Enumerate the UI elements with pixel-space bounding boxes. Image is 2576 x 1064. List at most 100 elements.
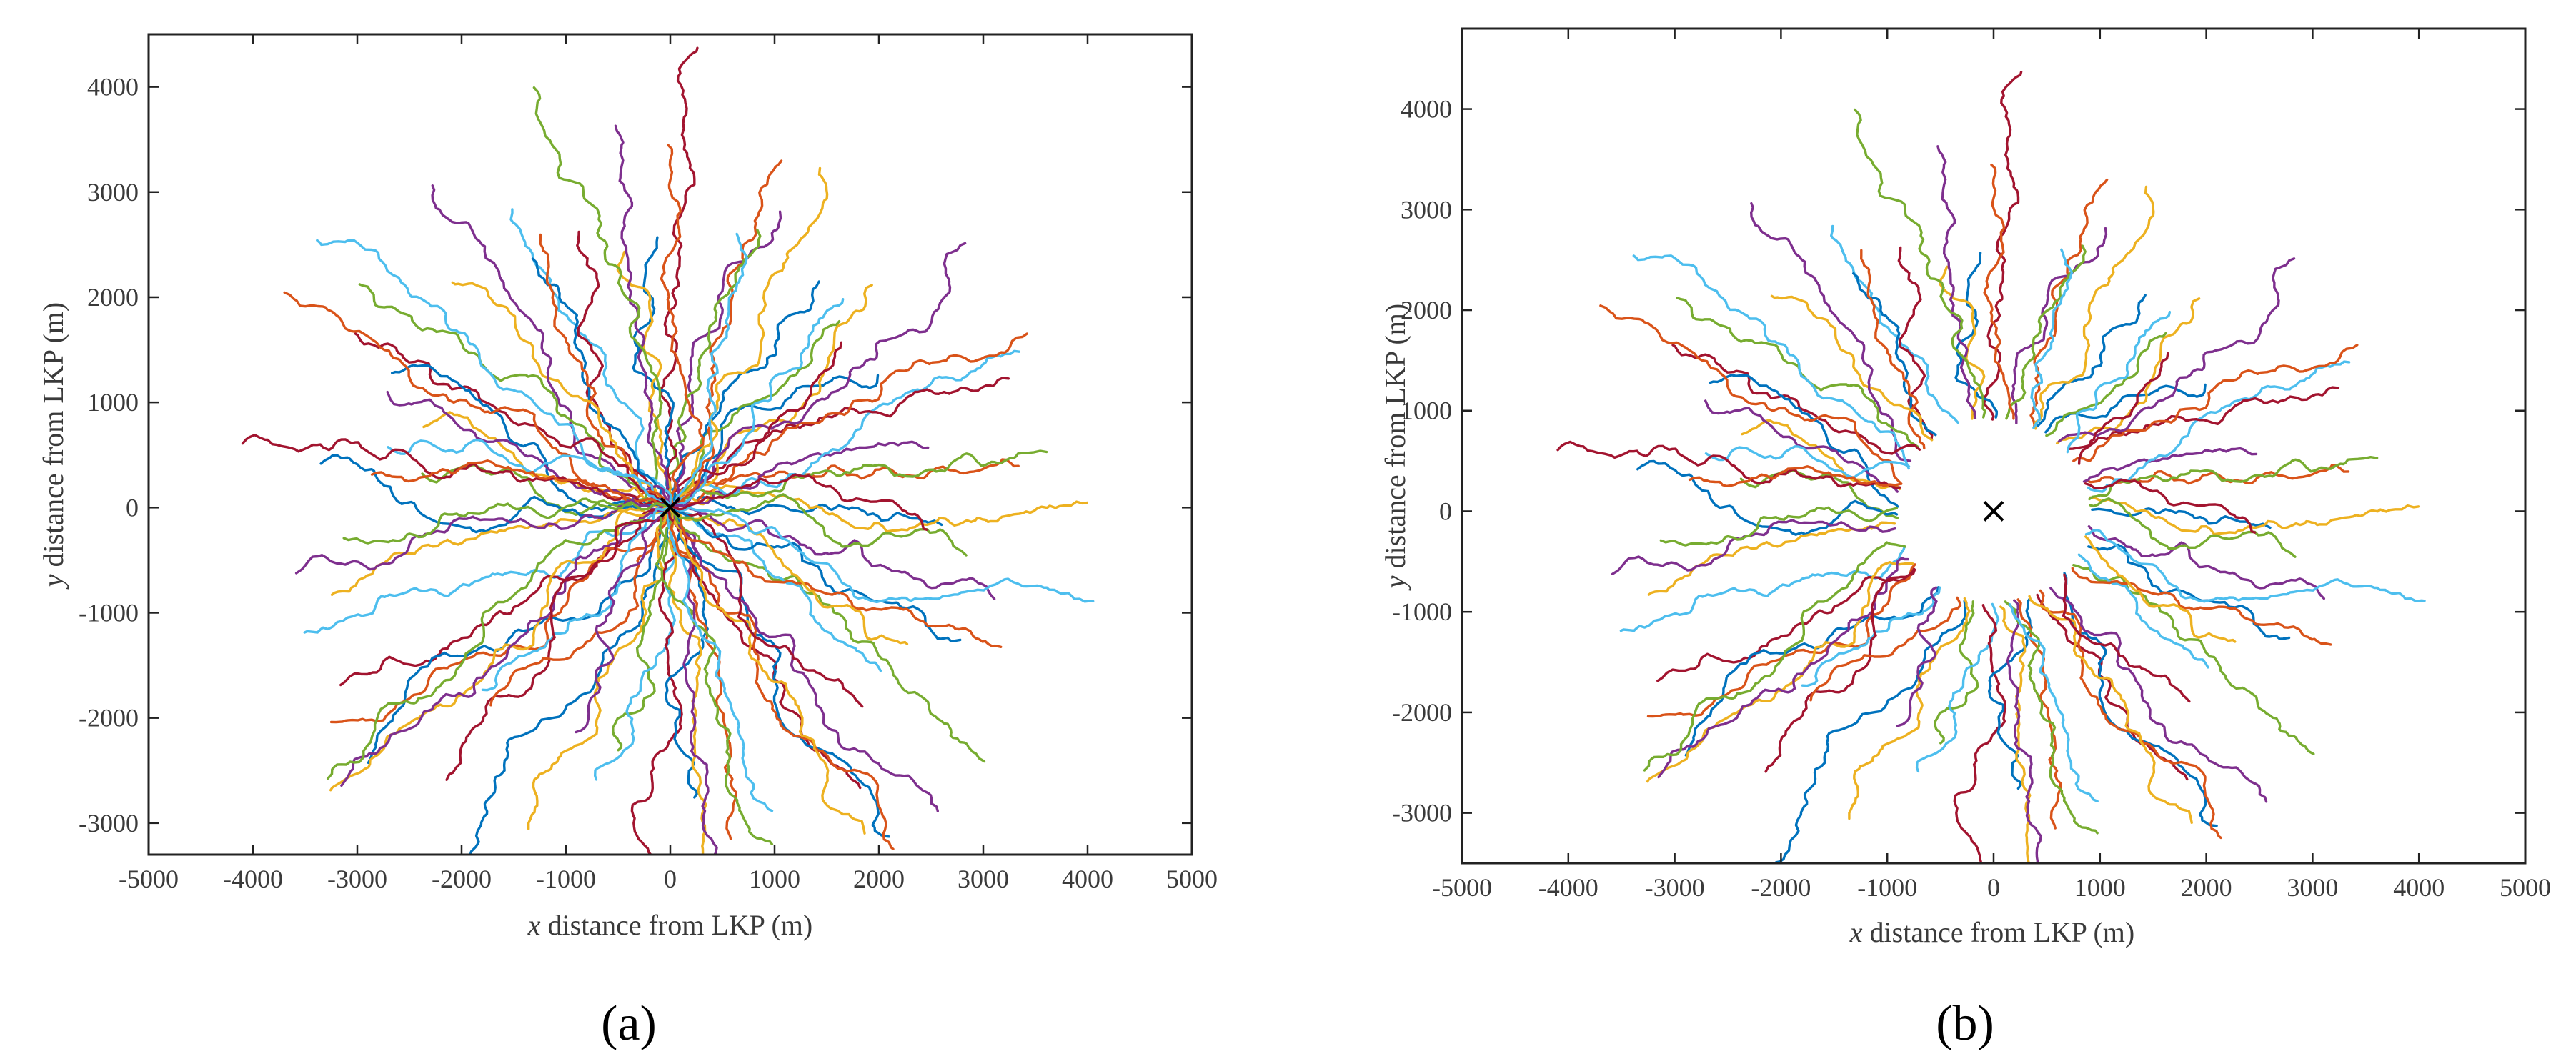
search-path-b-58 — [1809, 596, 1962, 702]
search-path-a-74 — [669, 506, 939, 812]
search-path-b-44 — [1688, 465, 1901, 487]
search-path-a-30 — [539, 233, 672, 509]
search-path-a-70 — [667, 506, 862, 790]
y-tick-label-b: 3000 — [1401, 195, 1452, 224]
search-path-a-7 — [669, 377, 1010, 509]
lkp-marker-b — [1983, 501, 2004, 522]
search-path-b-60 — [1896, 586, 1938, 727]
y-tick-label-b: 0 — [1439, 497, 1452, 525]
search-path-a-17 — [669, 166, 829, 509]
search-path-a-49 — [339, 506, 672, 687]
search-path-a-63 — [630, 506, 683, 855]
search-path-b-56 — [1764, 567, 1916, 773]
y-axis-label-a: y distance from LKP (m) — [37, 302, 69, 590]
search-path-a-11 — [669, 242, 967, 509]
search-path-b-29 — [1852, 272, 1937, 437]
search-path-b-12 — [2045, 332, 2167, 437]
search-path-b-59 — [1848, 597, 1971, 820]
search-path-b-34 — [1632, 254, 1910, 470]
x-tick-label-b: -3000 — [1645, 873, 1705, 902]
search-path-a-71 — [669, 506, 890, 838]
search-path-b-37 — [1599, 304, 1903, 485]
search-path-a-50 — [367, 506, 672, 765]
search-path-b-32 — [1750, 202, 1912, 462]
search-path-a-48 — [303, 506, 672, 634]
search-path-b-31 — [1770, 294, 1934, 442]
search-path-a-56 — [445, 506, 672, 781]
search-path-b-17 — [2033, 185, 2155, 430]
search-path-b-42 — [1556, 440, 1901, 489]
search-path-a-20 — [669, 232, 748, 509]
search-path-b-79 — [2071, 567, 2332, 646]
y-tick-label-b: 4000 — [1401, 95, 1452, 124]
search-path-b-48 — [1619, 545, 1906, 632]
search-path-a-13 — [669, 298, 845, 509]
search-path-b-46 — [1611, 519, 1896, 575]
search-path-a-9 — [669, 332, 1028, 509]
search-path-b-84 — [2084, 478, 2257, 534]
search-path-a-55 — [481, 506, 672, 692]
paths-a — [241, 46, 1095, 855]
search-path-b-51 — [1646, 563, 1916, 718]
search-path-a-5 — [669, 449, 1048, 509]
x-tick-label-b: 2000 — [2181, 873, 2232, 902]
search-path-b-74 — [2049, 587, 2268, 803]
x-tick-label-a: 1000 — [749, 865, 800, 893]
x-tick-label-a: 0 — [664, 865, 677, 893]
search-path-b-43 — [1636, 459, 1899, 536]
search-path-a-82 — [669, 493, 968, 557]
search-path-b-26 — [1854, 108, 1986, 419]
lkp-marker-a — [660, 497, 681, 518]
search-path-a-38 — [422, 411, 672, 512]
search-path-b-3 — [2089, 496, 2420, 536]
search-path-b-81 — [2087, 525, 2325, 600]
y-tick-label-a: 0 — [126, 493, 139, 522]
x-tick-label-b: -1000 — [1857, 873, 1917, 902]
search-path-b-73 — [2028, 595, 2193, 824]
x-tick-label-b: -5000 — [1432, 873, 1492, 902]
search-path-a-69 — [666, 506, 774, 812]
search-path-b-5 — [2088, 456, 2379, 501]
search-path-a-37 — [283, 291, 672, 509]
search-path-a-3 — [669, 484, 1088, 533]
search-path-a-61 — [612, 506, 672, 752]
search-path-b-47 — [1659, 506, 1898, 547]
search-path-a-10 — [669, 284, 873, 509]
search-path-a-77 — [669, 506, 864, 708]
search-path-b-45 — [1647, 521, 1896, 596]
search-path-a-60 — [575, 506, 672, 734]
y-tick-label-a: -1000 — [79, 598, 139, 627]
y-axis-label-b: y distance from LKP (m) — [1379, 304, 1411, 591]
search-path-a-44 — [370, 459, 672, 509]
y-tick-label-b: 2000 — [1401, 296, 1452, 324]
search-path-a-73 — [669, 506, 866, 835]
search-path-b-83 — [2084, 529, 2426, 603]
search-path-b-23 — [1983, 164, 2015, 420]
search-path-a-36 — [391, 364, 672, 512]
search-path-b-71 — [2063, 572, 2218, 827]
search-path-a-32 — [431, 184, 672, 509]
y-tick-label-b: -3000 — [1392, 799, 1452, 827]
search-path-a-84 — [669, 473, 928, 531]
x-tick-label-b: 1000 — [2074, 873, 2126, 902]
search-path-b-18 — [2011, 227, 2108, 424]
ticks-a: -5000 -4000 -3000 -2000 -1000 0 1000 2000 3000 40… — [79, 34, 1218, 893]
x-tick-label-b: -4000 — [1538, 873, 1598, 902]
search-path-b-57 — [1773, 600, 1967, 863]
search-path-a-68 — [655, 506, 774, 846]
x-tick-label-a: -3000 — [327, 865, 387, 893]
x-axis-label-b: x distance from LKP (m) — [1849, 916, 2134, 948]
search-path-b-33 — [1676, 297, 1919, 448]
y-tick-label-b: 1000 — [1401, 397, 1452, 425]
x-tick-label-a: 2000 — [853, 865, 905, 893]
search-path-a-83 — [669, 506, 1095, 604]
search-path-b-35 — [1671, 344, 1921, 455]
x-tick-label-b: 4000 — [2393, 873, 2445, 902]
x-tick-label-b: -2000 — [1751, 873, 1811, 902]
search-path-a-1 — [669, 496, 943, 527]
search-path-a-54 — [327, 506, 672, 780]
search-path-a-18 — [669, 210, 782, 509]
search-path-a-29 — [531, 257, 672, 509]
y-tick-label-a: 3000 — [87, 178, 139, 207]
